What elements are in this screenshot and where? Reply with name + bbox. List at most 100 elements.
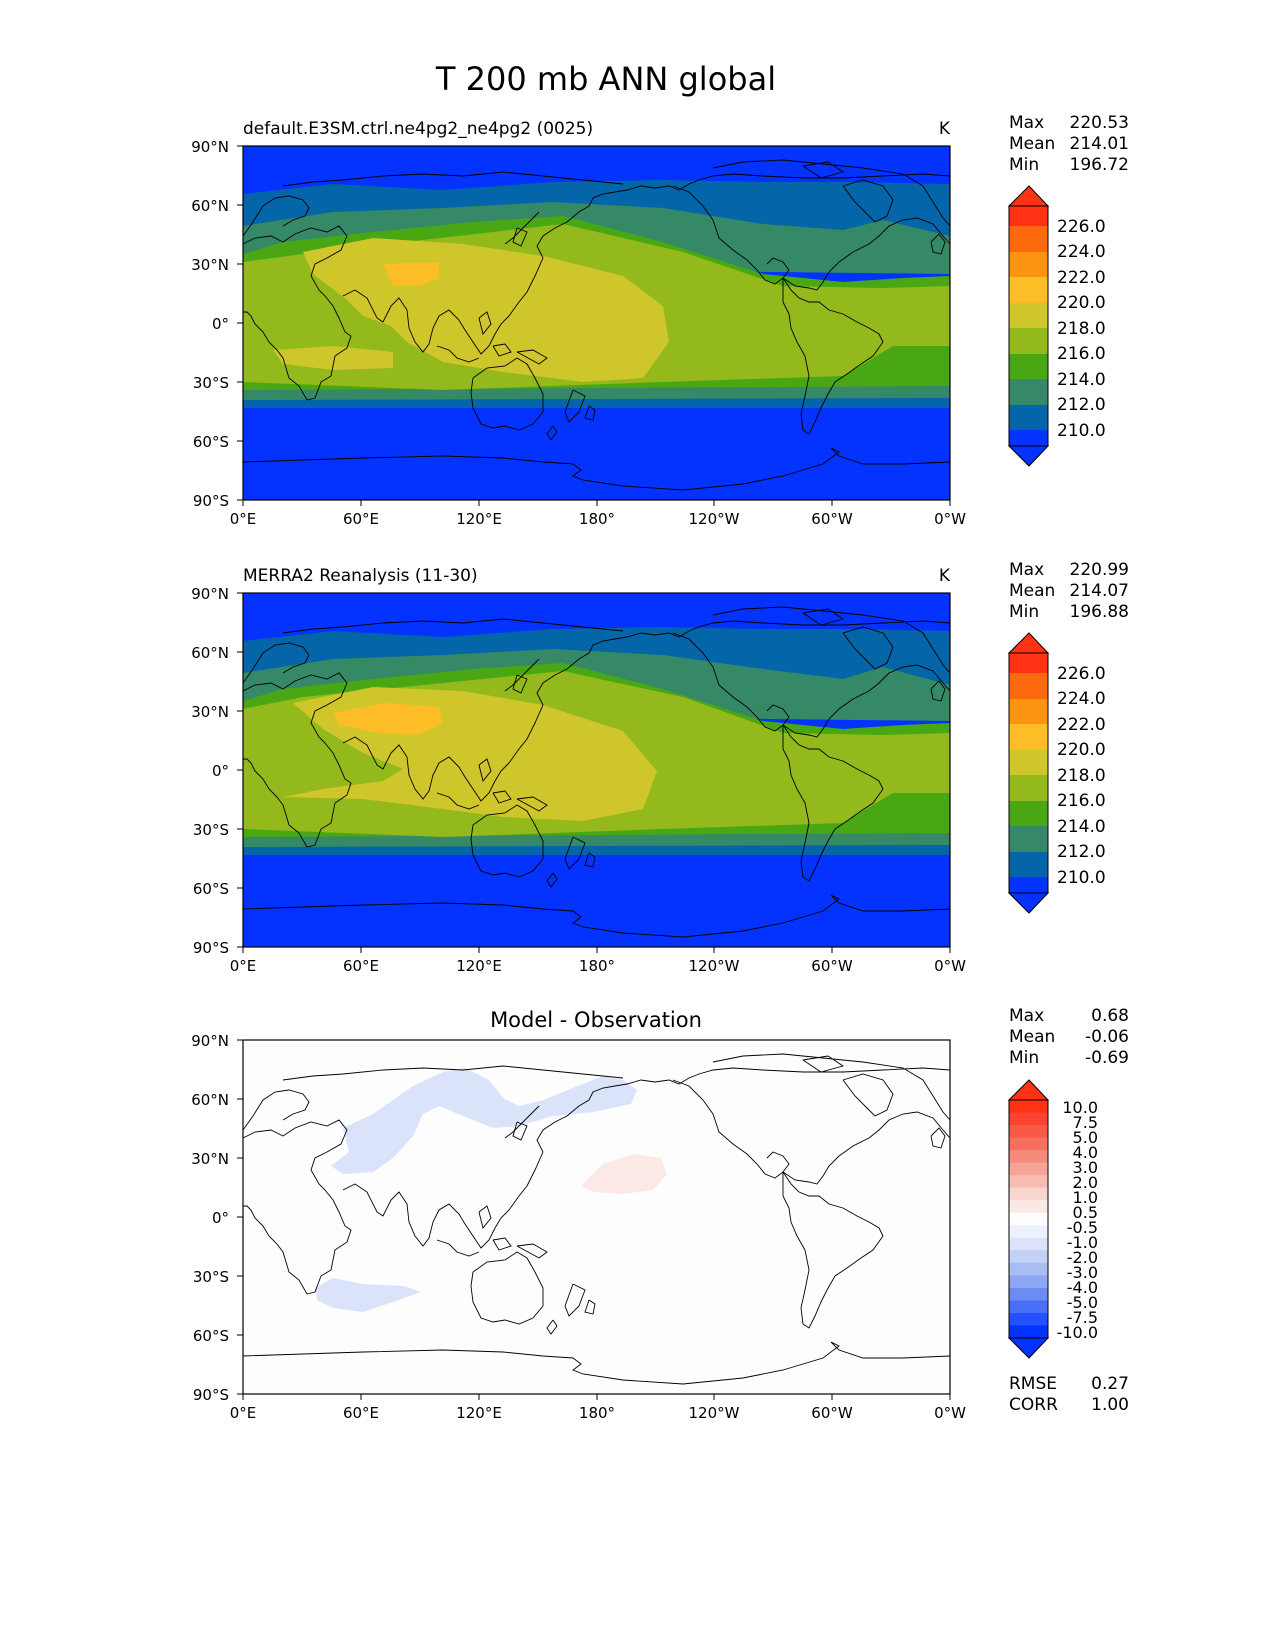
colorbar-tick-label: 224.0 <box>1057 242 1106 262</box>
colorbar-swatch <box>1009 1187 1048 1201</box>
colorbar-extend-min <box>1007 1337 1050 1359</box>
stat-value-min: 196.72 <box>1070 155 1129 175</box>
colorbar-swatch <box>1009 801 1048 826</box>
x-tick-label: 60°W <box>811 1404 853 1422</box>
colorbar-frame <box>1008 205 1049 447</box>
field-band-220 <box>273 238 669 382</box>
colorbar-swatch <box>1009 226 1048 252</box>
x-tick-label: 0°E <box>230 510 257 528</box>
x-tick-label: 180° <box>579 1404 615 1422</box>
colorbar-swatch <box>1009 1212 1048 1226</box>
colorbar-tick-label: 210.0 <box>1057 421 1106 441</box>
x-tick-label: 60°W <box>811 957 853 975</box>
x-tick-label: 120°W <box>689 957 740 975</box>
panel-diff-metrics: RMSE 0.27 CORR 1.00 <box>1009 1374 1129 1415</box>
stat-label-max: Max <box>1009 113 1044 133</box>
x-tick-label: 0°W <box>934 1404 966 1422</box>
colorbar-swatch <box>1009 724 1048 750</box>
colorbar-tick-label: 222.0 <box>1057 268 1106 288</box>
colorbar-tick-label: 218.0 <box>1057 319 1106 339</box>
colorbar-swatch <box>1009 1262 1048 1276</box>
panel-obs: MERRA2 Reanalysis (11-30) K <box>191 560 1129 975</box>
y-tick-label: 60°N <box>191 1091 229 1109</box>
panel-diff-title: Model - Observation <box>490 1008 702 1032</box>
y-tick-label: 30°N <box>191 1150 229 1168</box>
panel-obs-xticks: 0°E 60°E 120°E 180° 120°W 60°W 0°W <box>230 947 966 975</box>
x-tick-label: 60°E <box>343 1404 379 1422</box>
x-tick-label: 0°W <box>934 957 966 975</box>
stat-value-mean: 214.07 <box>1070 581 1129 601</box>
colorbar-extend-max <box>1007 632 1050 654</box>
colorbar-tick-label: 1.0 <box>1073 1188 1098 1207</box>
stat-label-mean: Mean <box>1009 581 1055 601</box>
colorbar-tick-label: -7.5 <box>1067 1308 1098 1327</box>
colorbar-frame <box>1008 1099 1049 1339</box>
y-tick-label: 60°S <box>193 880 229 898</box>
panel-model-xticks: 0°E 60°E 120°E 180° 120°W 60°W 0°W <box>230 500 966 528</box>
stat-label-mean: Mean <box>1009 134 1055 154</box>
panel-obs-map: 90°N 60°N 30°N 0° 30°S 60°S 90°S 0°E 60°… <box>191 585 966 975</box>
panel-model-colorbar: 226.0 224.0 222.0 220.0 218.0 216.0 214.… <box>1007 185 1106 467</box>
panel-model-stats: Max 220.53 Mean 214.01 Min 196.72 <box>1009 113 1129 175</box>
diff-blob-positive <box>581 1154 667 1194</box>
x-tick-label: 60°E <box>343 957 379 975</box>
colorbar-tick-label: 216.0 <box>1057 791 1106 811</box>
colorbar-tick-label: 218.0 <box>1057 766 1106 786</box>
colorbar-swatches <box>1009 1100 1048 1339</box>
colorbar-swatch <box>1009 430 1048 446</box>
y-tick-label: 90°N <box>191 1032 229 1050</box>
panel-model-title: default.E3SM.ctrl.ne4pg2_ne4pg2 (0025) <box>243 119 593 139</box>
x-tick-label: 0°E <box>230 1404 257 1422</box>
diff-blob-negative <box>315 1278 421 1312</box>
y-tick-label: 30°S <box>193 821 229 839</box>
colorbar-tick-label: 214.0 <box>1057 817 1106 837</box>
colorbar-swatch <box>1009 1312 1048 1327</box>
panel-obs-stats: Max 220.99 Mean 214.07 Min 196.88 <box>1009 560 1129 622</box>
colorbar-tick-label: 7.5 <box>1073 1113 1098 1132</box>
colorbar-tick-label: -2.0 <box>1067 1248 1098 1267</box>
colorbar-swatch <box>1009 852 1048 877</box>
colorbar-extend-max <box>1007 1079 1050 1101</box>
stat-label-min: Min <box>1009 602 1039 622</box>
x-tick-label: 180° <box>579 510 615 528</box>
colorbar-tick-label: 216.0 <box>1057 344 1106 364</box>
x-tick-label: 120°W <box>689 510 740 528</box>
colorbar-tick-label: 5.0 <box>1073 1128 1098 1147</box>
colorbar-tick-label: 214.0 <box>1057 370 1106 390</box>
x-tick-label: 120°E <box>456 957 502 975</box>
colorbar-swatch <box>1009 1137 1048 1151</box>
colorbar-swatch <box>1009 673 1048 699</box>
y-tick-label: 90°N <box>191 585 229 603</box>
colorbar-swatch <box>1009 1200 1048 1214</box>
colorbar-swatch <box>1009 826 1048 852</box>
x-tick-label: 120°W <box>689 1404 740 1422</box>
y-tick-label: 30°S <box>193 1268 229 1286</box>
x-tick-label: 180° <box>579 957 615 975</box>
colorbar-tick-label: -0.5 <box>1067 1218 1098 1237</box>
panel-obs-yticks: 90°N 60°N 30°N 0° 30°S 60°S 90°S <box>191 585 243 957</box>
colorbar-tick-label: 210.0 <box>1057 868 1106 888</box>
colorbar-frame <box>1008 652 1049 894</box>
colorbar-tick-label: 3.0 <box>1073 1158 1098 1177</box>
colorbar-tick-label: 212.0 <box>1057 395 1106 415</box>
colorbar-swatch <box>1009 252 1048 277</box>
stat-label-min: Min <box>1009 155 1039 175</box>
colorbar-swatch <box>1009 303 1048 328</box>
colorbar-swatch <box>1009 277 1048 303</box>
y-tick-label: 0° <box>212 315 229 333</box>
metric-value-corr: 1.00 <box>1091 1395 1129 1415</box>
colorbar-extend-max <box>1007 185 1050 207</box>
y-tick-label: 60°N <box>191 644 229 662</box>
stat-value-mean: 214.01 <box>1070 134 1129 154</box>
y-tick-label: 60°S <box>193 1327 229 1345</box>
y-tick-label: 90°S <box>193 1386 229 1404</box>
colorbar-swatch <box>1009 405 1048 430</box>
x-tick-label: 0°W <box>934 510 966 528</box>
y-tick-label: 60°N <box>191 197 229 215</box>
panel-diff-yticks: 90°N 60°N 30°N 0° 30°S 60°S 90°S <box>191 1032 243 1404</box>
metric-label-corr: CORR <box>1009 1395 1058 1415</box>
colorbar-tick-label: 224.0 <box>1057 689 1106 709</box>
x-tick-label: 120°E <box>456 1404 502 1422</box>
y-tick-label: 90°N <box>191 138 229 156</box>
colorbar-swatch <box>1009 699 1048 724</box>
